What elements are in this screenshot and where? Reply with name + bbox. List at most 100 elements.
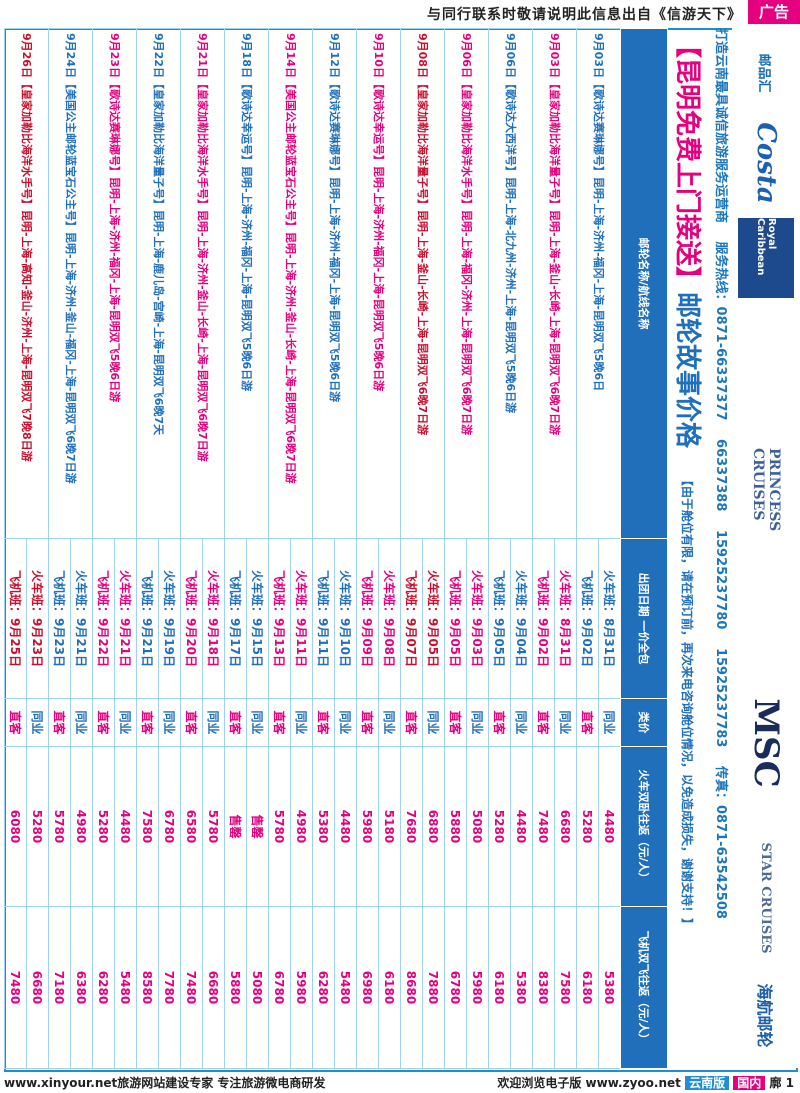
star-cruises-logo: STAR CRUISES — [758, 842, 774, 954]
plane-price: 5980 — [466, 906, 489, 1069]
table-header-row: 邮轮名称/航线名称 出团日期 一价全包 类价 火车双卧往返（元/人） 飞机双飞往… — [620, 28, 668, 1069]
costa-logo: Costa — [751, 122, 781, 204]
plane-price: 5080 — [246, 906, 269, 1069]
price-table: 邮轮名称/航线名称 出团日期 一价全包 类价 火车双卧往返（元/人） 飞机双飞往… — [4, 28, 668, 1069]
source-notice: 与同行联系时敬请说明此信息出自《信游天下》 — [427, 7, 742, 23]
royal-caribbean-logo: Royal Caribbean — [738, 218, 794, 298]
table-row: 9月08日【皇家加勒比海洋量子号】昆明-上海-釜山-长崎-上海-昆明双飞6晚7日… — [400, 28, 445, 1069]
ad-badge: 广告 — [748, 0, 800, 24]
price-type-cell: 直客 — [136, 698, 159, 747]
departure-date: 飞机班：9月25日 — [4, 538, 27, 699]
departure-date: 火车班：9月04日 — [510, 538, 533, 699]
price-type-cell: 直客 — [312, 698, 335, 747]
price-type-cell: 直客 — [488, 698, 511, 747]
train-price: 7680 — [400, 746, 423, 907]
train-price: 5180 — [378, 746, 401, 907]
contact-line: 打造云南最具诚信旅游服务运营商 服务热线：0871-66337377 66337… — [710, 28, 732, 1068]
departure-date: 飞机班：9月21日 — [136, 538, 159, 699]
col-header-train: 火车双卧往返（元/人） — [620, 746, 668, 907]
departure-date: 飞机班：9月07日 — [400, 538, 423, 699]
plane-price: 6680 — [26, 906, 49, 1069]
train-price: 5280 — [488, 746, 511, 907]
route-name: 9月14日【美国公主邮轮蓝宝石公主号】昆明-上海-济州-釜山-长崎-上海-昆明双… — [268, 28, 313, 539]
price-type-label: 直客 — [492, 710, 507, 735]
price-type-label: 直客 — [184, 710, 199, 735]
table-row: 9月14日【美国公主邮轮蓝宝石公主号】昆明-上海-济州-釜山-长崎-上海-昆明双… — [268, 28, 313, 1069]
price-type-label: 直客 — [96, 710, 111, 735]
table-row: 9月06日【皇家加勒比海洋水手号】昆明-上海-福冈-济州-上海-昆明双飞6晚7日… — [444, 28, 489, 1069]
price-type-cell: 同业 — [70, 698, 93, 747]
footer-right: 欢迎浏览电子版 www.zyoo.net 云南版 国内 廓 1 — [497, 1074, 794, 1091]
route-name: 9月24日【美国公主邮轮蓝宝石公主号】昆明-上海-济州-釜山-福冈-上海-昆明双… — [48, 28, 93, 539]
route-name: 9月22日【皇家加勒比海洋量子号】昆明-上海-鹿儿岛-宫崎-上海-昆明双飞6晚7… — [136, 28, 181, 539]
departure-date: 飞机班：9月05日 — [444, 538, 467, 699]
rotated-ad-content: 邮品汇 Costa Royal Caribbean PRINCESS CRUIS… — [4, 28, 800, 1069]
price-type-label: 直客 — [536, 710, 551, 735]
departure-date: 火车班：9月18日 — [202, 538, 225, 699]
plane-price: 7480 — [4, 906, 27, 1069]
service-hotline: 服务热线：0871-66337377 — [713, 241, 728, 421]
price-type-label: 同业 — [602, 710, 617, 735]
headline: 【昆明免费上门接送】邮轮故事价格 【由于舱位有限，请在预订前，再次来电咨询舱位情… — [670, 28, 708, 1068]
departure-date: 飞机班：9月11日 — [312, 538, 335, 699]
col-header-plane: 飞机双飞往返（元/人） — [620, 906, 668, 1069]
plane-price: 8380 — [532, 906, 555, 1069]
footer-page: 廓 1 — [769, 1076, 794, 1090]
price-type-label: 同业 — [338, 710, 353, 735]
price-type-cell: 同业 — [246, 698, 269, 747]
plane-price: 6380 — [70, 906, 93, 1069]
table-row: 9月06日【歌诗达大西洋号】昆明-上海-北九州-济州-上海-昆明双飞5晚6日游火… — [488, 28, 533, 1069]
departure-date: 火车班：9月21日 — [114, 538, 137, 699]
price-type-label: 同业 — [74, 710, 89, 735]
table-row: 9月18日【歌诗达幸运号】昆明-上海-济州-福冈-上海-昆明双飞5晚6日游 火车班… — [224, 28, 269, 1069]
departure-date: 火车班：9月19日 — [158, 538, 181, 699]
price-type-cell: 直客 — [268, 698, 291, 747]
table-row: 9月22日【皇家加勒比海洋量子号】昆明-上海-鹿儿岛-宫崎-上海-昆明双飞6晚7… — [136, 28, 181, 1069]
plane-price: 6180 — [378, 906, 401, 1069]
train-price: 5080 — [466, 746, 489, 907]
phone-1: 66337388 — [713, 439, 728, 512]
plane-price: 6780 — [444, 906, 467, 1069]
plane-price: 7780 — [158, 906, 181, 1069]
plane-price: 5880 — [224, 906, 247, 1069]
table-row: 9月10日【歌诗达幸运号】昆明-上海-济州-福冈-上海-昆明双飞5晚6日游 火车班… — [356, 28, 401, 1069]
price-type-label: 直客 — [580, 710, 595, 735]
plane-price: 7580 — [554, 906, 577, 1069]
train-price: 4480 — [598, 746, 621, 907]
train-price: 5780 — [268, 746, 291, 907]
price-type-cell: 直客 — [48, 698, 71, 747]
departure-date: 飞机班：9月17日 — [224, 538, 247, 699]
price-type-cell: 同业 — [378, 698, 401, 747]
route-name: 9月18日【歌诗达幸运号】昆明-上海-济州-福冈-上海-昆明双飞5晚6日游 — [224, 28, 269, 539]
plane-price: 5380 — [510, 906, 533, 1069]
plane-price: 8580 — [136, 906, 159, 1069]
plane-price: 7480 — [180, 906, 203, 1069]
price-type-label: 同业 — [294, 710, 309, 735]
plane-price: 6980 — [356, 906, 379, 1069]
departure-date: 火车班：8月31日 — [554, 538, 577, 699]
princess-cruises-logo: PRINCESS CRUISES — [750, 448, 782, 532]
train-price: 5280 — [26, 746, 49, 907]
price-type-label: 直客 — [360, 710, 375, 735]
price-type-label: 同业 — [30, 710, 45, 735]
departure-date: 火车班：9月21日 — [70, 538, 93, 699]
hainan-cruises-logo: 海航邮轮 — [755, 983, 774, 1048]
slogan: 打造云南最具诚信旅游服务运营商 — [713, 28, 728, 224]
price-type-cell: 同业 — [290, 698, 313, 747]
departure-date: 火车班：9月10日 — [334, 538, 357, 699]
headline-part1: 【昆明免费上门接送】 — [672, 32, 702, 293]
departure-date: 火车班：9月03日 — [466, 538, 489, 699]
train-price: 5880 — [444, 746, 467, 907]
train-price: 6680 — [554, 746, 577, 907]
price-type-label: 同业 — [162, 710, 177, 735]
price-type-label: 直客 — [52, 710, 67, 735]
plane-price: 5980 — [290, 906, 313, 1069]
youpinhui-logo: 邮品汇 — [756, 53, 772, 93]
plane-price: 6180 — [488, 906, 511, 1069]
col-header-type: 类价 — [620, 698, 668, 747]
phone-3: 15925237783 — [713, 647, 728, 748]
brand-logo-row: 邮品汇 Costa Royal Caribbean PRINCESS CRUIS… — [732, 28, 800, 1068]
table-row: 9月03日【皇家加勒比海洋量子号】昆明-上海-釜山-长崎-上海-昆明双飞6晚7日… — [532, 28, 577, 1069]
plane-price: 7180 — [48, 906, 71, 1069]
headline-part2: 邮轮故事价格 — [672, 292, 702, 449]
